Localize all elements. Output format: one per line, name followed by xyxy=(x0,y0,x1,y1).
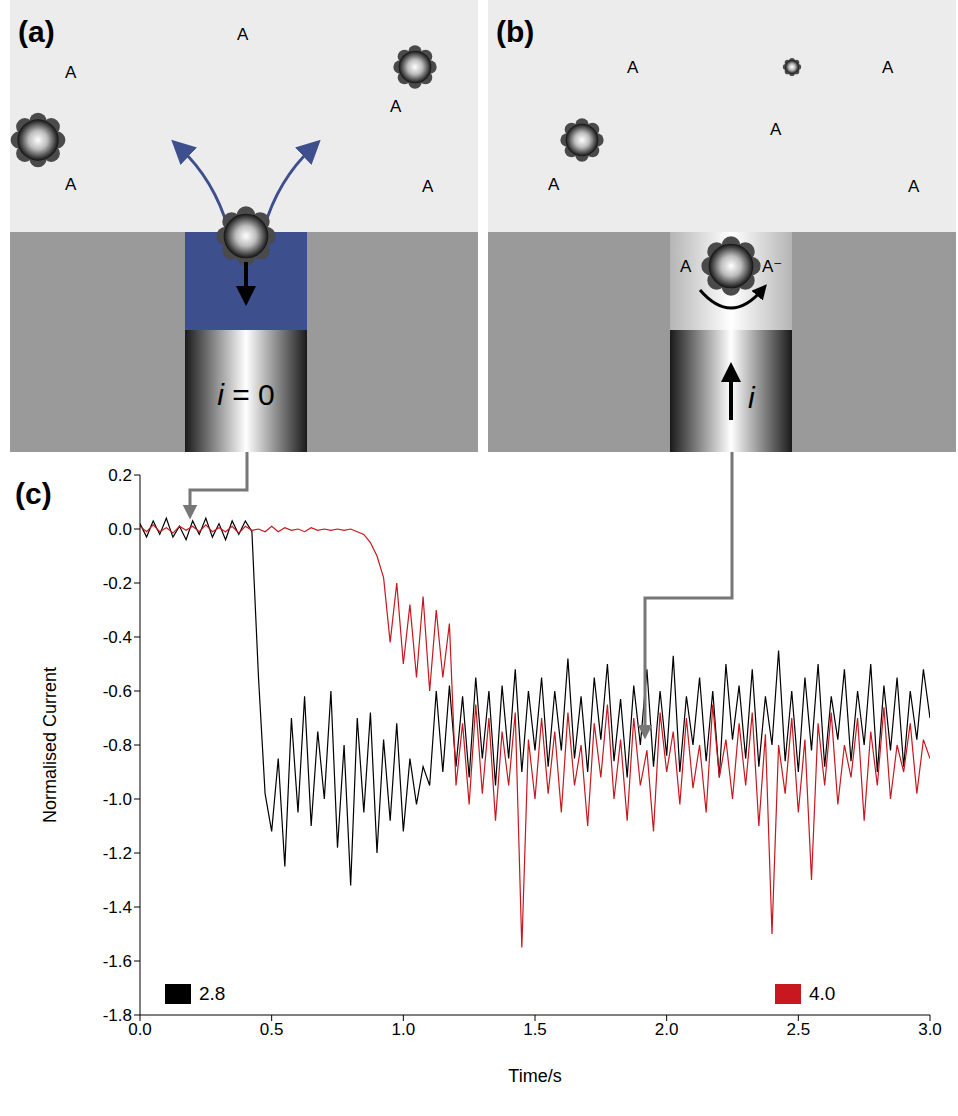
svg-text:A: A xyxy=(422,177,434,196)
svg-text:0.0: 0.0 xyxy=(128,1020,152,1040)
html-text:(c): (c) xyxy=(15,477,52,510)
svg-text:-1.8: -1.8 xyxy=(103,1006,132,1025)
svg-text:-1.2: -1.2 xyxy=(103,844,132,863)
svg-text:A: A xyxy=(65,175,77,194)
svg-text:A: A xyxy=(882,58,894,77)
svg-text:A: A xyxy=(908,177,920,196)
svg-text:A: A xyxy=(390,97,402,116)
svg-text:-0.2: -0.2 xyxy=(103,574,132,593)
svg-text:A: A xyxy=(770,120,782,139)
svg-text:0.5: 0.5 xyxy=(260,1020,284,1039)
svg-text:i: i xyxy=(748,381,756,414)
svg-text:A⁻: A⁻ xyxy=(762,257,782,276)
svg-text:Normalised Current: Normalised Current xyxy=(40,667,60,823)
svg-text:-0.4: -0.4 xyxy=(103,628,132,647)
html-text:4.0: 4.0 xyxy=(809,983,836,1004)
svg-text:A: A xyxy=(65,63,77,82)
svg-text:A: A xyxy=(237,25,249,44)
svg-text:(b): (b) xyxy=(496,15,534,48)
svg-text:0.2: 0.2 xyxy=(108,466,132,485)
svg-text:-1.0: -1.0 xyxy=(103,790,132,809)
svg-text:3.0: 3.0 xyxy=(918,1020,942,1039)
svg-text:Time/s: Time/s xyxy=(508,1066,561,1086)
svg-text:-1.4: -1.4 xyxy=(103,898,132,917)
svg-text:-0.6: -0.6 xyxy=(103,682,132,701)
svg-text:(a): (a) xyxy=(18,15,55,48)
svg-text:A: A xyxy=(548,175,560,194)
html-text:2.8: 2.8 xyxy=(199,983,226,1004)
svg-text:-0.8: -0.8 xyxy=(103,736,132,755)
svg-text:2.0: 2.0 xyxy=(655,1020,679,1039)
svg-text:i = 0: i = 0 xyxy=(217,378,275,411)
svg-text:2.5: 2.5 xyxy=(787,1020,811,1039)
svg-text:-1.6: -1.6 xyxy=(103,952,132,971)
svg-text:1.0: 1.0 xyxy=(392,1020,416,1039)
svg-text:1.5: 1.5 xyxy=(523,1020,547,1039)
svg-text:A: A xyxy=(680,257,692,276)
svg-text:0.0: 0.0 xyxy=(108,520,132,539)
svg-text:A: A xyxy=(627,58,639,77)
